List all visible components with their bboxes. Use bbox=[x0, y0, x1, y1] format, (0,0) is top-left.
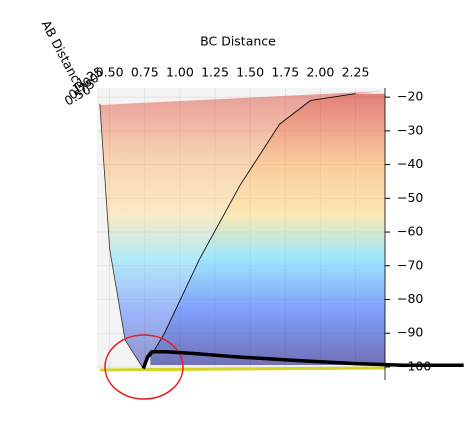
x-tick-label: 0.75 bbox=[131, 65, 159, 80]
x-tick-label: 1.25 bbox=[201, 65, 229, 80]
z-tick-label: −40 bbox=[397, 156, 423, 171]
x-tick-label: 1.75 bbox=[271, 65, 299, 80]
surface-right bbox=[150, 93, 385, 366]
x-tick-label: 1.00 bbox=[166, 65, 194, 80]
z-tick-label: −50 bbox=[397, 190, 423, 205]
surface-wall bbox=[99, 103, 144, 369]
z-tick-label: −30 bbox=[397, 122, 423, 137]
z-tick-label: −20 bbox=[397, 89, 423, 104]
z-tick-label: −60 bbox=[397, 224, 423, 239]
x-axis-title: BC Distance bbox=[200, 34, 276, 49]
trajectory bbox=[141, 350, 464, 370]
surface-left bbox=[99, 91, 385, 369]
highlight-circle bbox=[104, 334, 184, 400]
surface-floor bbox=[99, 366, 386, 372]
x-tick-label: 2.25 bbox=[342, 65, 370, 80]
x-tick-label: 0.50 bbox=[96, 65, 124, 80]
z-tick-label: −90 bbox=[397, 325, 423, 340]
x-tick-label: 2.00 bbox=[306, 65, 334, 80]
x-tick-label: 1.50 bbox=[236, 65, 264, 80]
z-tick-label: −70 bbox=[397, 257, 423, 272]
surface-ridge bbox=[149, 93, 356, 358]
z-tick-label: −80 bbox=[397, 291, 423, 306]
